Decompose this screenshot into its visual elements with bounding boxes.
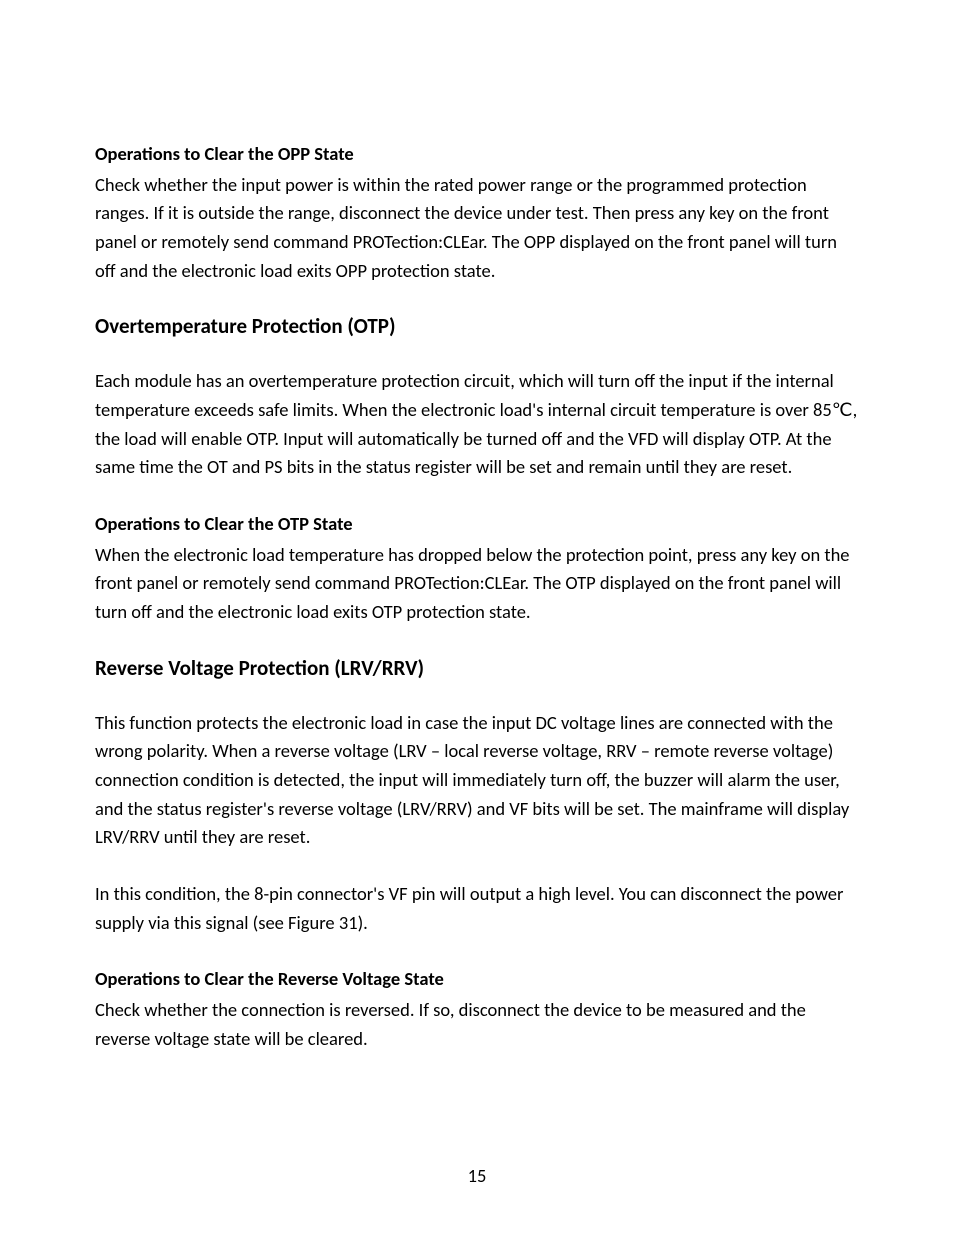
otp-heading: Overtemperature Protection (OTP) (95, 313, 859, 339)
rrv-body-1: This function protects the electronic lo… (95, 709, 859, 852)
page-number: 15 (0, 1164, 954, 1187)
rrv-clear-heading: Operations to Clear the Reverse Voltage … (95, 965, 859, 994)
rrv-clear-body: Check whether the connection is reversed… (95, 996, 859, 1053)
opp-clear-body: Check whether the input power is within … (95, 171, 859, 286)
otp-body: Each module has an overtemperature prote… (95, 367, 859, 482)
otp-clear-heading: Operations to Clear the OTP State (95, 510, 859, 539)
rrv-body-2: In this condition, the 8-pin connector's… (95, 880, 859, 937)
otp-clear-body: When the electronic load temperature has… (95, 541, 859, 627)
rrv-heading: Reverse Voltage Protection (LRV/RRV) (95, 655, 859, 681)
document-page: Operations to Clear the OPP State Check … (0, 0, 954, 1235)
opp-clear-heading: Operations to Clear the OPP State (95, 140, 859, 169)
